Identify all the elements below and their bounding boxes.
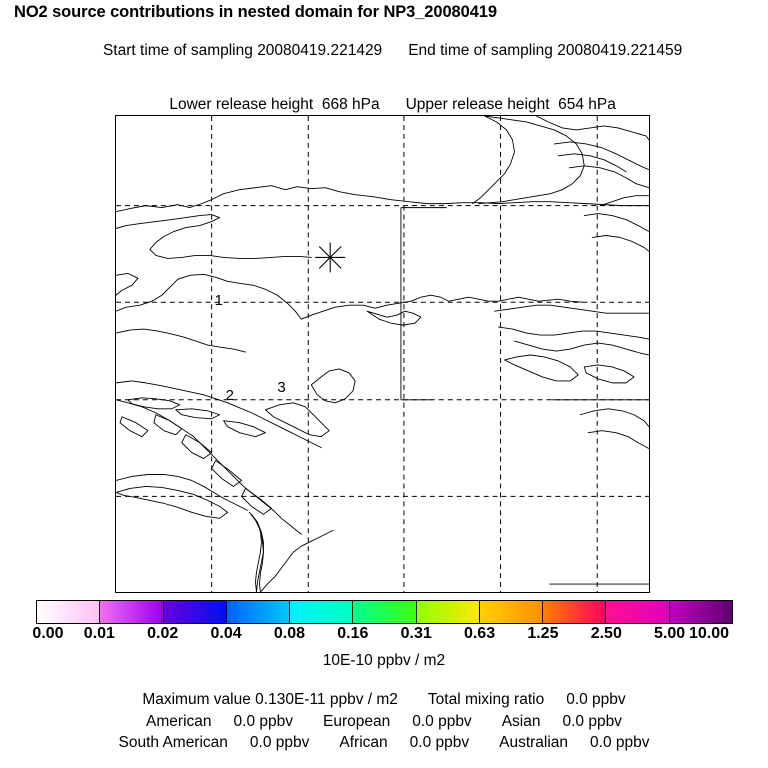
colorbar-tick-label: 0.00 [32,625,64,642]
political-borders [400,207,649,585]
colorbar-tick-label: 0.02 [147,625,179,642]
release-location-asterisk[interactable] [315,242,346,273]
colorbar-units-label: 10E-10 ppbv / m2 [322,652,446,669]
region-label-european: European [322,712,391,730]
upper-release-value: 654 hPa [558,95,616,113]
region-label-australian: Australian [499,734,569,751]
map-canvas[interactable]: 1 2 3 [116,116,649,592]
colorbar-segment [479,601,544,623]
map-number-labels: 1 2 3 [215,292,286,404]
region-value-asian: 0.0 ppbv [562,712,622,730]
region-value-american: 0.0 ppbv [233,712,293,730]
colorbar-segment [353,601,417,623]
end-time-label: End time of sampling [408,42,553,59]
colorbar-tick-label: 1.25 [527,625,559,642]
colorbar-tick-label: 0.16 [337,625,369,642]
sampling-time-line: Start time of sampling 20080419.221429 En… [0,28,768,75]
coastline-paths [116,185,649,592]
max-value-label: Maximum value [142,691,251,708]
colorbar-segment [606,601,670,623]
start-time-label: Start time of sampling [102,42,253,59]
colorbar-tick-label: 5.00 [654,625,686,642]
upper-release-label: Upper release height [405,95,550,113]
lower-release-value: 668 hPa [321,95,380,113]
start-time-value: 20080419.221429 [257,42,383,59]
colorbar-segment [37,601,101,623]
max-value-value: 0.130E-11 ppbv / m2 [255,691,398,708]
map-label-3: 3 [277,379,285,396]
colorbar [36,600,733,624]
colorbar-tick-label: 2.50 [590,625,622,642]
release-height-line: Lower release height 668 hPa Upper releas… [0,81,768,128]
colorbar-tick-label: 0.63 [463,625,496,642]
colorbar-segment [543,601,607,623]
stats-row-regions-1: American 0.0 ppbv European 0.0 ppbv Asian 0.0… [0,712,768,730]
graticule-gridlines [116,116,649,592]
stats-row-summary: Maximum value 0.130E-11 ppbv / m2 Total m… [0,692,768,708]
region-label-south-american: South American [118,734,228,751]
arctic-islands [472,116,649,450]
region-value-south-american: 0.0 ppbv [249,734,310,751]
lower-release-label: Lower release height [169,95,314,113]
coastline-west-coast-south [249,511,334,592]
colorbar-tick-label: 0.08 [273,625,306,642]
region-value-australian: 0.0 ppbv [590,734,650,751]
total-mixing-ratio-value: 0.0 ppbv [566,691,626,708]
map-panel[interactable]: 1 2 3 [115,115,650,593]
colorbar-segment [163,601,227,623]
end-time-value: 20080419.221459 [557,42,683,59]
region-value-european: 0.0 ppbv [412,712,472,730]
map-label-2: 2 [226,387,234,404]
region-label-american: American [146,712,212,730]
statistics-block: Maximum value 0.130E-11 ppbv / m2 Total m… [0,686,768,751]
colorbar-segment [226,601,291,623]
total-mixing-ratio-label: Total mixing ratio [427,691,545,708]
colorbar-tick-label: 10.00 [688,625,730,642]
region-label-african: African [339,734,388,751]
colorbar-tick-label: 0.01 [83,625,115,642]
colorbar-segment [100,601,164,623]
page-title: NO2 source contributions in nested domai… [14,3,497,21]
map-label-1: 1 [215,292,223,309]
colorbar-tick-label: 0.04 [210,625,242,642]
stats-row-regions-2: South American 0.0 ppbv African 0.0 ppbv Aus… [0,735,768,751]
colorbar-segment [669,601,732,623]
colorbar-tick-labels: 0.00 0.01 0.02 0.04 0.08 0.16 0.31 0.63 1.25 2.50… [0,626,768,648]
colorbar-segment [416,601,480,623]
colorbar-segment [290,601,354,623]
colorbar-segments [36,600,733,624]
colorbar-tick-label: 0.31 [400,625,432,642]
region-value-african: 0.0 ppbv [409,734,470,751]
region-label-asian: Asian [501,712,541,730]
